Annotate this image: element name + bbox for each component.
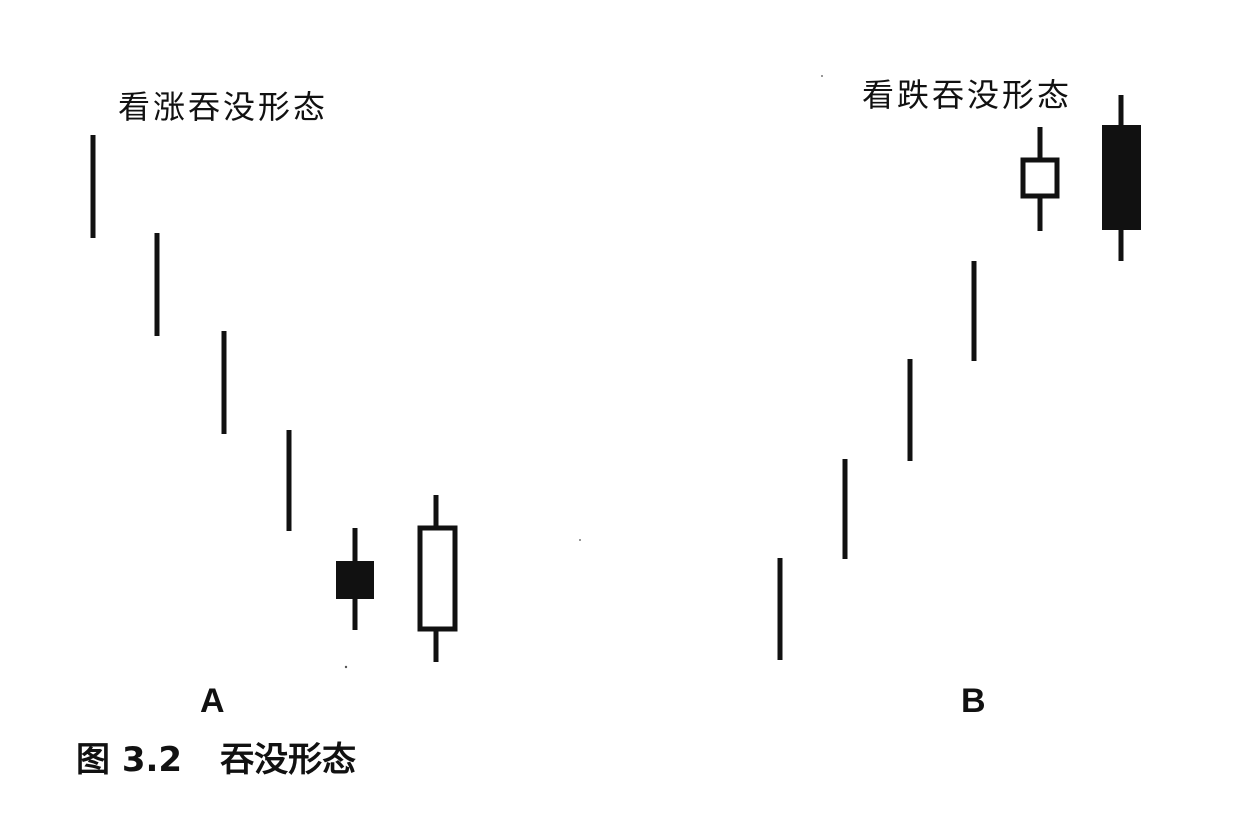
panel-a-bullish-engulfing-candle	[417, 495, 458, 662]
panel-b-title: 看跌吞没形态	[862, 76, 1073, 114]
panel-a-letter: A	[200, 682, 225, 720]
figure-title: 吞没形态	[220, 740, 357, 780]
scan-speck	[344, 665, 348, 669]
candle-body	[1102, 125, 1141, 230]
panel-b-bearish-engulfing-candle	[1102, 95, 1141, 261]
candle-body	[336, 561, 374, 599]
panel-b-uptrend	[777, 261, 977, 660]
figure-caption: 图 3.2 吞没形态	[76, 732, 356, 781]
candle-body	[1020, 157, 1060, 199]
scan-speck	[821, 75, 823, 77]
figure-number: 图 3.2	[76, 740, 183, 780]
scan-speck	[579, 539, 581, 541]
panel-b-letter: B	[961, 682, 986, 720]
panel-a-bearish-candle	[336, 528, 374, 630]
panel-b-bullish-candle	[1020, 127, 1060, 231]
candle-body	[417, 525, 458, 632]
panel-a-downtrend	[90, 135, 292, 531]
panel-a-title: 看涨吞没形态	[118, 88, 329, 126]
